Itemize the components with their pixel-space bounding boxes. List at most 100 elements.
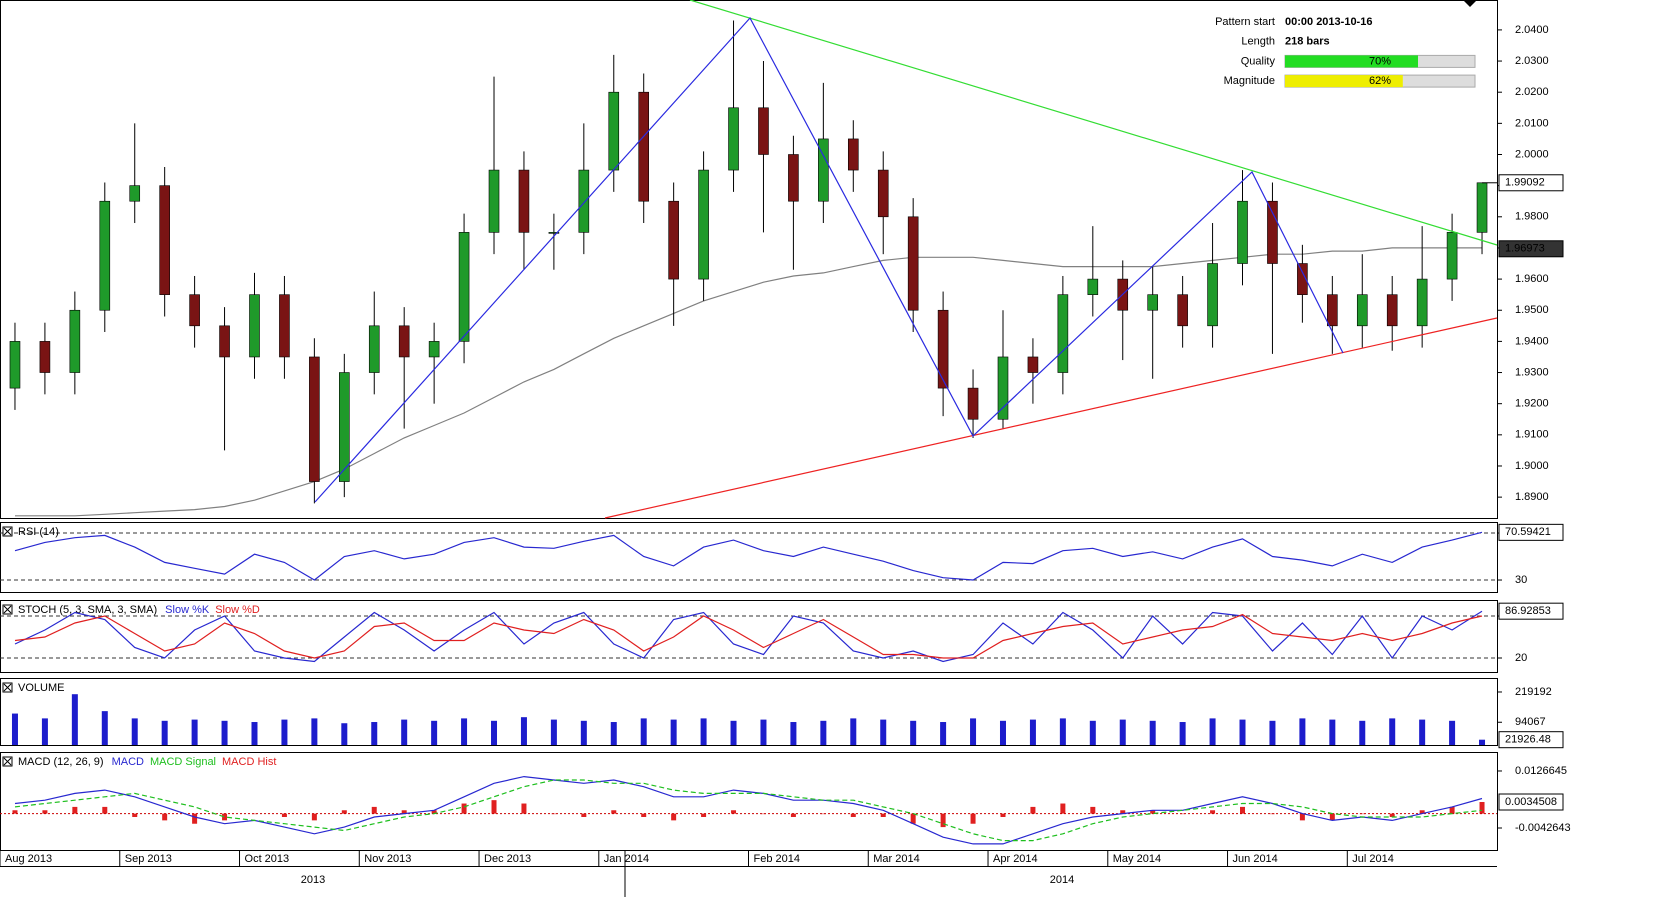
bar bbox=[311, 813, 317, 821]
bar bbox=[192, 813, 198, 824]
candle-body bbox=[99, 200, 111, 311]
meter-label: 62% bbox=[1369, 75, 1391, 87]
x-tick-label: Jul 2014 bbox=[1352, 853, 1394, 865]
y-tick-label: 1.9400 bbox=[1515, 335, 1549, 347]
candle-body bbox=[1327, 294, 1338, 327]
bar bbox=[251, 813, 257, 815]
candle-body bbox=[788, 154, 799, 202]
bar bbox=[670, 719, 677, 745]
candle-body bbox=[368, 325, 380, 373]
candle-body bbox=[279, 294, 290, 358]
legend-entry: Slow %D bbox=[215, 604, 260, 616]
bar bbox=[1209, 718, 1216, 745]
x-tick-label: Aug 2013 bbox=[5, 853, 52, 865]
candle-body bbox=[907, 216, 919, 311]
bar bbox=[401, 810, 407, 814]
bar bbox=[1179, 722, 1186, 745]
bar bbox=[1000, 813, 1006, 817]
bar bbox=[431, 810, 437, 814]
y-tick-label: 0.0126645 bbox=[1515, 765, 1567, 777]
bar bbox=[491, 720, 498, 745]
x-tick-label: Oct 2013 bbox=[245, 853, 290, 865]
resistance-line bbox=[689, 0, 1498, 246]
x-tick-label: Dec 2013 bbox=[484, 853, 531, 865]
last-value-label: 1.96973 bbox=[1505, 243, 1545, 255]
candle-body bbox=[1446, 232, 1458, 280]
candle-body bbox=[159, 185, 170, 295]
x-group-label: 2014 bbox=[1050, 874, 1074, 886]
bar bbox=[700, 718, 707, 745]
x-tick-label: Jun 2014 bbox=[1233, 853, 1278, 865]
bar bbox=[880, 813, 886, 817]
legend-entry: Slow %K bbox=[165, 604, 210, 616]
last-value-box bbox=[1498, 793, 1564, 811]
y-tick-label: 1.9500 bbox=[1515, 304, 1549, 316]
series-line bbox=[14, 779, 1483, 842]
legend-entry: MACD Hist bbox=[222, 756, 276, 768]
y-tick-label: 30 bbox=[1515, 574, 1527, 586]
bar bbox=[1180, 813, 1186, 815]
candle-body bbox=[428, 341, 440, 358]
bar bbox=[731, 810, 737, 814]
bar bbox=[641, 813, 647, 817]
bar bbox=[102, 806, 108, 814]
last-value-box bbox=[1498, 602, 1564, 620]
candle-body bbox=[608, 91, 620, 171]
meter-label: 70% bbox=[1369, 55, 1391, 67]
candle-body bbox=[9, 341, 21, 389]
candle-body bbox=[1207, 263, 1218, 327]
candle-body bbox=[698, 169, 709, 280]
last-value-box bbox=[1498, 240, 1564, 258]
bar bbox=[132, 813, 138, 817]
bar bbox=[1060, 803, 1066, 814]
candle-body bbox=[398, 325, 410, 358]
bar bbox=[730, 720, 737, 745]
info-label: Magnitude bbox=[1224, 75, 1275, 87]
bar bbox=[611, 810, 617, 814]
candle-body bbox=[458, 232, 470, 342]
candle-body bbox=[1147, 294, 1158, 311]
panel-title-text: RSI (14) bbox=[18, 526, 59, 538]
bar bbox=[520, 717, 527, 745]
bar bbox=[1449, 806, 1455, 814]
y-tick-label: 1.8900 bbox=[1515, 491, 1549, 503]
bar bbox=[461, 803, 467, 814]
candle-body bbox=[818, 138, 829, 202]
bar bbox=[1449, 720, 1456, 745]
bar bbox=[1389, 718, 1396, 745]
bar bbox=[970, 718, 977, 745]
bar bbox=[281, 813, 287, 817]
candle-body bbox=[189, 294, 200, 327]
bar bbox=[11, 713, 18, 745]
bar bbox=[1329, 719, 1336, 745]
candle-body bbox=[1476, 182, 1488, 233]
bar bbox=[311, 718, 318, 745]
bar bbox=[162, 813, 168, 821]
y-tick-label: 1.9100 bbox=[1515, 429, 1549, 441]
y-tick-label: 2.0000 bbox=[1515, 148, 1549, 160]
panel-title-text: MACD (12, 26, 9) bbox=[18, 756, 104, 768]
bar bbox=[521, 803, 527, 814]
bar bbox=[820, 813, 826, 815]
pattern-lines bbox=[314, 0, 1498, 519]
y-tick-label: 1.9600 bbox=[1515, 273, 1549, 285]
last-value-label: 70.59421 bbox=[1505, 526, 1551, 538]
candle-body bbox=[548, 232, 560, 234]
panel-title: MACD (12, 26, 9) MACD MACD Signal MACD Hist bbox=[18, 756, 276, 768]
candle-body bbox=[219, 325, 230, 358]
y-tick-label: 1.9200 bbox=[1515, 398, 1549, 410]
bar bbox=[281, 719, 288, 745]
info-label: Quality bbox=[1241, 55, 1276, 67]
candle-body bbox=[847, 138, 859, 171]
bar bbox=[1089, 720, 1096, 745]
meter-fill bbox=[1285, 55, 1418, 68]
panel-title-text: VOLUME bbox=[18, 682, 64, 694]
candle-body bbox=[997, 356, 1009, 420]
bar bbox=[341, 810, 347, 814]
last-value-box bbox=[1498, 174, 1564, 192]
candle-body bbox=[1356, 294, 1368, 327]
y-tick-label: 2.0300 bbox=[1515, 55, 1549, 67]
bar bbox=[221, 720, 228, 745]
last-value-label: 1.99092 bbox=[1505, 177, 1545, 189]
